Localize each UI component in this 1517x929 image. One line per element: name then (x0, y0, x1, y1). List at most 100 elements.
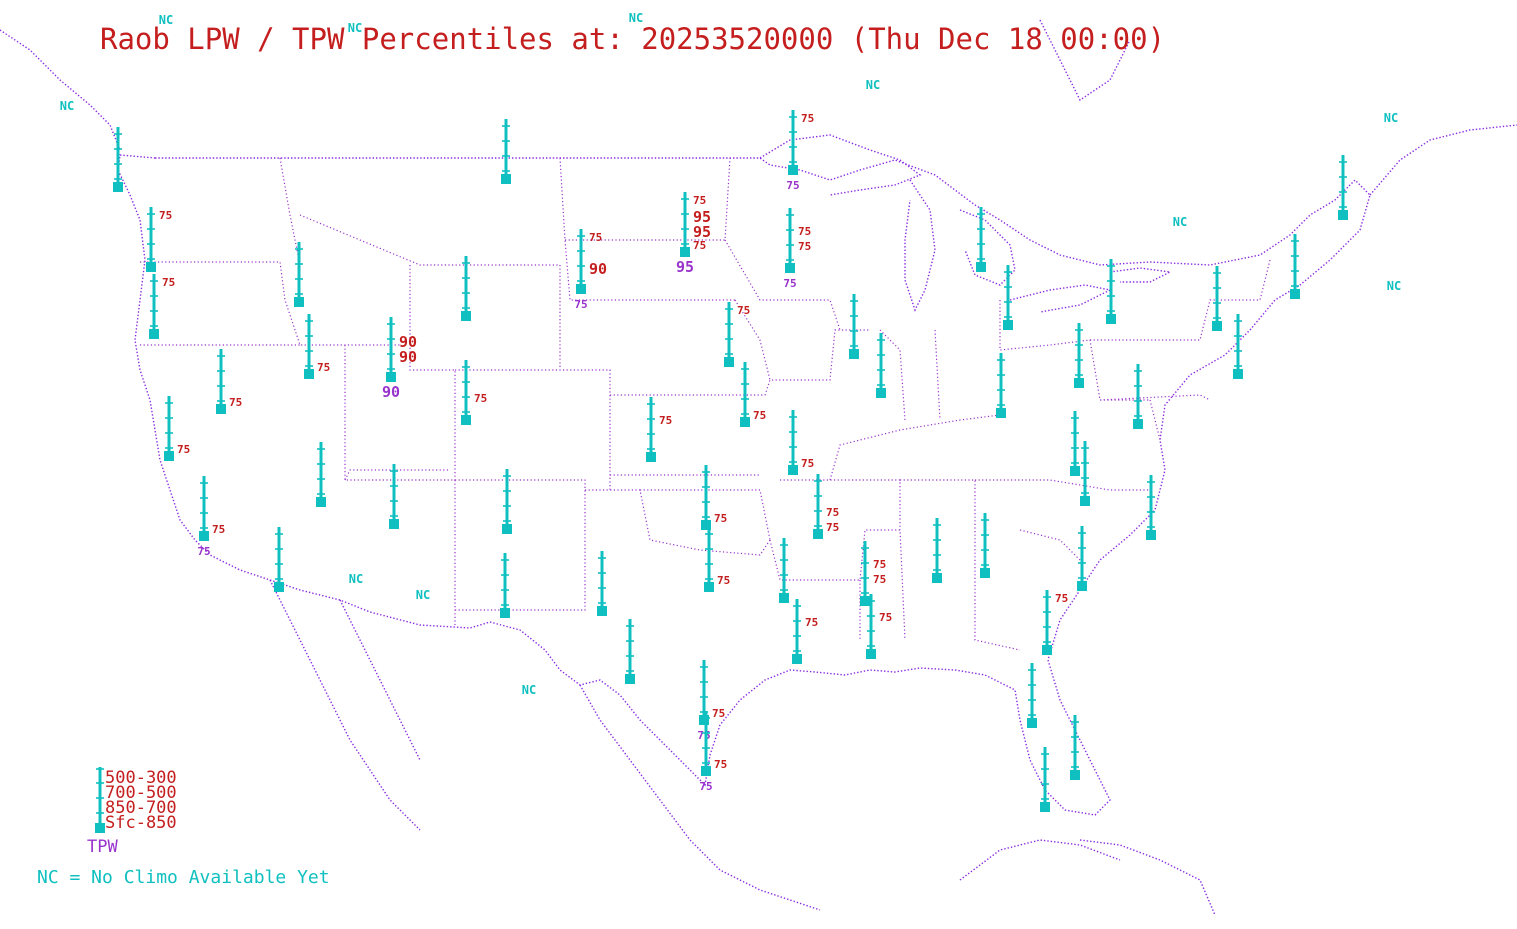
station (932, 518, 942, 583)
legend-layer-sfc-850: Sfc-850 (105, 813, 177, 833)
nc-label: NC (159, 13, 173, 27)
nc-label: NC (629, 11, 643, 25)
layer-percentile: 75 (801, 112, 814, 125)
station-marker (932, 573, 942, 583)
layer-percentile: 75 (693, 194, 706, 207)
station (1040, 747, 1050, 812)
station (294, 242, 304, 307)
station-marker (146, 262, 156, 272)
station-marker (625, 674, 635, 684)
station-marker (576, 284, 586, 294)
layer-percentile: 75 (805, 616, 818, 629)
station-marker (996, 408, 1006, 418)
station: 75 (740, 362, 766, 427)
station-marker (1212, 321, 1222, 331)
station (625, 619, 635, 684)
cuba (1079, 839, 1216, 916)
station (976, 207, 986, 272)
station (1212, 266, 1222, 331)
station (1077, 526, 1087, 591)
station-marker (704, 582, 714, 592)
hudson-bay (1039, 19, 1131, 102)
station: 75 (149, 274, 175, 339)
us-outline (117, 154, 1371, 816)
station-marker (740, 417, 750, 427)
station-marker (1146, 530, 1156, 540)
lake-superior (759, 134, 922, 196)
layer-percentile: 75 (714, 758, 727, 771)
stations: 7575757575909090759075759595759575757575… (113, 110, 1348, 812)
station-marker (597, 606, 607, 616)
layer-percentile: 75 (826, 521, 839, 534)
station: 75 (701, 465, 727, 530)
map-title: Raob LPW / TPW Percentiles at: 202535200… (100, 22, 1165, 56)
station-marker (304, 369, 314, 379)
station-marker (1338, 210, 1348, 220)
nc-label: NC (416, 588, 430, 602)
tpw-percentile: 75 (197, 545, 210, 558)
legend-nc-note: NC = No Climo Available Yet (37, 867, 330, 888)
station-marker (386, 372, 396, 382)
layer-percentile: 75 (229, 396, 242, 409)
station: 75 75 75 (783, 208, 811, 290)
station (461, 256, 471, 321)
station (389, 464, 399, 529)
station: 75 (1042, 590, 1068, 655)
station-marker (199, 531, 209, 541)
station-marker (164, 451, 174, 461)
station-marker (1233, 369, 1243, 379)
station (1074, 323, 1084, 388)
tpw-percentile: 95 (676, 258, 694, 276)
lake-ontario (1109, 267, 1173, 283)
station (849, 294, 859, 359)
station-marker (701, 520, 711, 530)
yucatan (959, 839, 1121, 881)
tpw-percentile: 75 (697, 729, 710, 742)
canada-east (1369, 124, 1517, 196)
station-marker (813, 529, 823, 539)
layer-percentile: 75 (737, 304, 750, 317)
station-marker (1077, 581, 1087, 591)
layer-percentile: 75 (162, 276, 175, 289)
mexico-west-coast (579, 684, 821, 911)
layer-percentile: 75 (798, 240, 811, 253)
station (1080, 441, 1090, 506)
nc-label: NC (60, 99, 74, 113)
station-marker (461, 415, 471, 425)
station-marker (1027, 718, 1037, 728)
layer-percentile: 75 (712, 707, 725, 720)
layer-percentile: 75 (717, 574, 730, 587)
station: 75 (304, 314, 330, 379)
station (1003, 265, 1013, 330)
station: 75 90 75 (574, 229, 607, 311)
station-marker (501, 174, 511, 184)
lake-erie (1009, 284, 1113, 313)
nc-label: NC (1384, 111, 1398, 125)
layer-percentile: 75 (659, 414, 672, 427)
station-marker (294, 297, 304, 307)
layer-percentile: 75 (826, 506, 839, 519)
legend-layer-850-700: 850-700 (105, 798, 177, 818)
tpw-percentile: 75 (574, 298, 587, 311)
station-marker (788, 165, 798, 175)
station-marker (980, 568, 990, 578)
station-marker (1074, 378, 1084, 388)
nc-label: NC (349, 572, 363, 586)
station: 75 (704, 527, 730, 592)
layer-percentile: 75 (873, 558, 886, 571)
basemap (0, 19, 1517, 916)
station-marker (785, 263, 795, 273)
station-marker (1070, 770, 1080, 780)
station (502, 469, 512, 534)
station-marker (316, 497, 326, 507)
station (980, 513, 990, 578)
nc-label: NC (1387, 279, 1401, 293)
station (1070, 411, 1080, 476)
layer-percentile: 75 (879, 611, 892, 624)
station (996, 353, 1006, 418)
